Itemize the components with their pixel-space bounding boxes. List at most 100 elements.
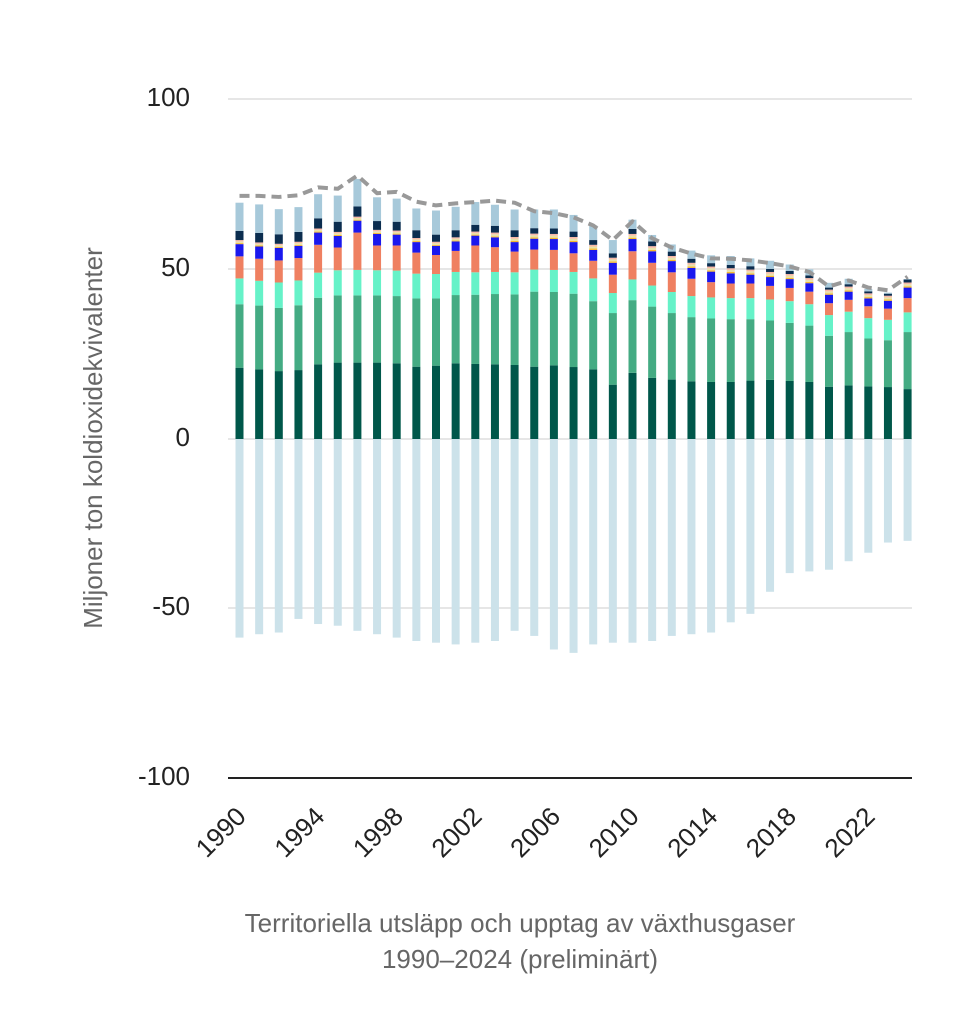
bar-segment-2014-0 [707, 381, 716, 439]
bar-segment-2006-9 [549, 209, 558, 229]
x-tick-label: 2014 [661, 801, 723, 863]
bar-segment-2006-8 [549, 228, 558, 234]
bar-segment-1997-4 [373, 233, 382, 246]
bar-segment-1992-8 [274, 234, 283, 244]
bar-segment-1990-6 [235, 241, 244, 244]
bar-segment-2021-1 [844, 332, 853, 386]
bar-segment-2011-7 [648, 246, 657, 248]
bar-segment-1993-8 [294, 231, 303, 242]
bar-segment-2017-2 [766, 299, 775, 321]
bar-segment-2007-9 [569, 214, 578, 232]
bar-segment-2009-6 [608, 259, 617, 262]
bar-segment-2024-8 [903, 279, 912, 283]
bar-segment-1998-0 [392, 363, 401, 439]
bar-segment-2002-4 [471, 235, 480, 246]
bar-segment-2004-7 [510, 237, 519, 239]
bar-segment-2015-4 [726, 273, 735, 284]
bar-segment-1995-5 [333, 234, 342, 236]
bar-segment-2018-1 [785, 322, 794, 381]
bar-segment-2008-10 [589, 439, 598, 645]
bar-segment-1998-3 [392, 245, 401, 271]
bar-segment-2022-7 [864, 293, 873, 296]
bar-segment-2013-7 [687, 262, 696, 265]
bar-segment-2006-5 [549, 237, 558, 240]
bar-segment-2000-1 [432, 298, 440, 366]
bar-segment-2015-0 [726, 381, 735, 439]
bar-segment-1991-5 [255, 245, 264, 247]
bar-segment-2013-1 [687, 317, 696, 382]
bar-segment-2007-1 [569, 293, 578, 368]
bar-segment-2005-6 [530, 235, 539, 238]
bar-segment-2013-0 [687, 381, 696, 439]
bar-segment-2004-5 [510, 240, 519, 243]
bar-segment-1998-1 [392, 296, 401, 364]
bar-segment-2000-8 [432, 234, 440, 242]
bar-segment-2019-8 [805, 275, 814, 279]
bar-segment-2018-4 [785, 279, 794, 288]
bar-segment-2000-10 [432, 439, 440, 643]
bar-segment-1999-1 [412, 298, 421, 367]
bar-segment-1996-0 [353, 362, 362, 439]
bar-segment-1991-2 [255, 280, 264, 306]
bar-segment-2012-6 [667, 257, 676, 260]
bar-segment-1996-7 [353, 216, 362, 218]
bar-segment-2005-7 [530, 233, 539, 236]
bar-segment-1995-6 [333, 233, 342, 235]
bar-segment-2002-6 [471, 232, 480, 235]
y-axis-label: Miljoner ton koldioxidekvivalenter [78, 247, 108, 629]
bar-segment-1994-8 [314, 218, 323, 229]
bar-segment-1999-10 [412, 439, 421, 641]
bar-segment-2024-6 [903, 284, 912, 287]
x-tick-label: 2018 [740, 801, 802, 863]
bar-segment-2023-7 [883, 295, 892, 298]
bar-segment-1994-0 [314, 364, 323, 439]
bar-segment-2007-8 [569, 231, 578, 237]
bar-segment-2015-6 [726, 269, 735, 272]
bar-segment-2020-9 [825, 282, 833, 288]
bar-segment-1996-8 [353, 206, 362, 217]
bar-segment-2016-7 [746, 269, 755, 272]
bar-segment-2008-5 [589, 248, 598, 250]
bar-segment-1995-4 [333, 235, 342, 248]
bar-segment-1996-5 [353, 219, 362, 221]
y-axis-ticks: 100 50 0 -50 -100 [138, 82, 190, 791]
bar-segment-1997-10 [373, 439, 382, 635]
bar-segment-2010-6 [628, 235, 637, 238]
bar-segment-1998-10 [392, 439, 401, 638]
bar-segment-1995-7 [333, 231, 342, 234]
bar-segment-1999-6 [412, 239, 421, 242]
bar-segment-1997-0 [373, 362, 382, 439]
bar-segment-1998-8 [392, 221, 401, 231]
bar-segment-1999-2 [412, 273, 421, 299]
bar-segment-2021-3 [844, 299, 853, 312]
bar-segment-2005-4 [530, 238, 539, 250]
bar-segment-1997-9 [373, 197, 382, 222]
bar-segment-2007-7 [569, 237, 578, 239]
bar-segment-2002-0 [471, 363, 480, 439]
bar-segment-2005-9 [530, 209, 539, 229]
bar-segment-2008-4 [589, 249, 598, 261]
bar-segment-2004-8 [510, 230, 519, 237]
bar-segment-2004-2 [510, 272, 519, 295]
bar-segment-2001-5 [451, 240, 460, 242]
bar-segment-2009-3 [608, 274, 617, 294]
bar-segment-2000-9 [432, 210, 440, 235]
bar-segment-1992-2 [274, 282, 283, 308]
bar-segment-2014-5 [707, 270, 716, 272]
bar-segment-2007-2 [569, 271, 578, 294]
bar-segment-2003-7 [490, 232, 499, 235]
bar-segment-1993-7 [294, 241, 303, 244]
bar-segment-2010-10 [628, 439, 637, 643]
y-tick-label: -50 [152, 591, 190, 621]
bar-segment-1990-0 [235, 367, 244, 439]
bar-segment-2024-1 [903, 332, 912, 390]
bar-segment-1995-3 [333, 247, 342, 271]
bar-segment-1995-9 [333, 195, 342, 222]
bar-segment-2017-0 [766, 379, 775, 439]
bar-segment-2017-7 [766, 271, 775, 274]
y-tick-label: 100 [147, 82, 190, 112]
bar-segment-2023-0 [883, 387, 892, 439]
bar-segment-2012-1 [667, 313, 676, 380]
bar-segment-2010-0 [628, 372, 637, 439]
